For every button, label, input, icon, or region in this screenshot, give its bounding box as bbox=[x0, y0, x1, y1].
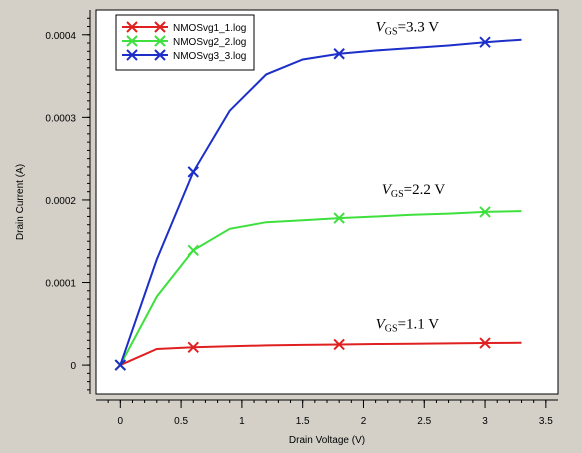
x-tick-label: 1.5 bbox=[296, 416, 310, 427]
legend-marker bbox=[126, 21, 138, 33]
data-point-marker bbox=[187, 244, 199, 257]
legend-marker bbox=[126, 35, 138, 47]
data-point-marker bbox=[479, 337, 491, 349]
vgs-annotation: VGS=3.3 V bbox=[376, 19, 440, 37]
data-point-marker bbox=[333, 338, 345, 351]
legend-marker bbox=[154, 35, 166, 47]
legend-label: NMOSvg2_2.log bbox=[173, 37, 246, 48]
legend-item: NMOSvg1_1.log bbox=[122, 21, 246, 34]
data-point-marker bbox=[114, 359, 127, 371]
legend-item: NMOSvg3_3.log bbox=[122, 49, 246, 62]
series-3 bbox=[114, 36, 522, 371]
x-axis: 0 0.5 1 1.5 2 2.5 3 3.5 bbox=[96, 399, 558, 427]
x-tick-label: 2.5 bbox=[417, 416, 431, 427]
series-line bbox=[119, 38, 522, 366]
y-ticks: 0 0.0001 0.0002 0.0003 0.0004 bbox=[45, 17, 90, 391]
y-axis-title: Drain Current (A) bbox=[15, 164, 26, 240]
y-tick-label: 0.0001 bbox=[45, 279, 76, 290]
x-tick-label: 3.5 bbox=[539, 416, 553, 427]
legend-label: NMOSvg1_1.log bbox=[173, 23, 246, 34]
legend-item: NMOSvg2_2.log bbox=[122, 35, 246, 48]
vgs-annotation: VGS=2.2 V bbox=[382, 182, 446, 200]
y-tick-label: 0 bbox=[70, 361, 76, 372]
legend: NMOSvg1_1.log NMOSvg2_2.log NMOSvg3_3.log bbox=[115, 14, 255, 71]
legend-marker bbox=[126, 49, 138, 61]
legend-label: NMOSvg3_3.log bbox=[173, 51, 246, 62]
x-tick-label: 2 bbox=[361, 416, 367, 427]
x-tick-label: 1 bbox=[239, 416, 245, 427]
legend-box bbox=[115, 14, 255, 71]
plot-area bbox=[95, 9, 559, 395]
x-ticks: 0 0.5 1 1.5 2 2.5 3 3.5 bbox=[107, 400, 553, 427]
annotation-layer: VGS=3.3 V VGS=2.2 V VGS=1.1 V bbox=[376, 19, 446, 334]
x-tick-label: 0.5 bbox=[174, 416, 188, 427]
series-line bbox=[119, 210, 522, 366]
x-tick-label: 0 bbox=[118, 416, 124, 427]
data-point-marker bbox=[333, 48, 345, 60]
series-line bbox=[119, 341, 522, 367]
y-tick-label: 0.0002 bbox=[45, 196, 76, 207]
x-axis-title: Drain Voltage (V) bbox=[289, 435, 365, 446]
data-point-marker bbox=[479, 206, 491, 218]
y-tick-label: 0.0003 bbox=[45, 113, 76, 124]
legend-marker bbox=[154, 21, 166, 33]
data-point-marker bbox=[187, 341, 199, 354]
legend-items: NMOSvg1_1.log NMOSvg2_2.log NMOSvg3_3.log bbox=[122, 21, 246, 62]
series-layer bbox=[114, 36, 522, 371]
y-axis: 0 0.0001 0.0002 0.0003 0.0004 bbox=[45, 10, 91, 394]
data-point-marker bbox=[187, 166, 199, 178]
y-tick-label: 0.0004 bbox=[45, 31, 76, 42]
x-tick-label: 3 bbox=[482, 416, 488, 427]
vgs-annotation: VGS=1.1 V bbox=[376, 316, 440, 334]
data-point-marker bbox=[479, 36, 491, 48]
legend-marker bbox=[154, 49, 166, 61]
data-point-marker bbox=[333, 212, 345, 224]
